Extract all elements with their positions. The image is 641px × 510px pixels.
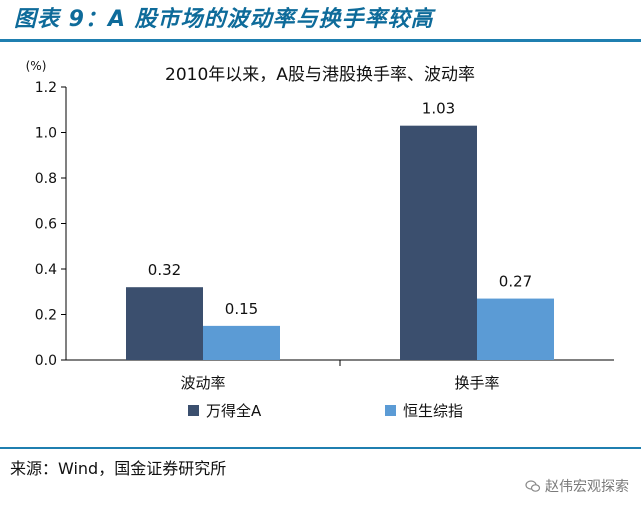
legend-label: 万得全A: [206, 402, 262, 420]
x-category-label: 换手率: [454, 374, 499, 392]
y-tick-label: 0.4: [35, 262, 57, 278]
y-tick-label: 0.2: [35, 308, 57, 324]
header-rule: [0, 39, 641, 42]
x-category-label: 波动率: [180, 374, 225, 392]
data-label: 0.27: [499, 273, 532, 291]
y-tick-label: 0.0: [35, 353, 57, 369]
y-tick-label: 0.8: [35, 171, 57, 187]
chart-area: 2010年以来，A股与港股换手率、波动率 (%) 0.0 0.2 0.4 0.6 0.8…: [0, 44, 641, 444]
legend-swatch: [385, 405, 396, 416]
wechat-icon: [525, 480, 541, 492]
watermark: 赵伟宏观探索: [525, 476, 629, 496]
bar: [203, 325, 280, 360]
data-label: 0.32: [148, 261, 181, 279]
legend-swatch: [188, 405, 199, 416]
bar: [477, 298, 554, 360]
figure-header: 图表 9：A 股市场的波动率与换手率较高: [0, 0, 641, 34]
bar: [400, 125, 477, 360]
source-note: 来源：Wind，国金证券研究所: [10, 459, 227, 478]
y-tick-label: 0.6: [35, 217, 57, 233]
data-label: 1.03: [422, 100, 455, 118]
y-tick-label: 1.2: [35, 80, 57, 96]
chart-title: 2010年以来，A股与港股换手率、波动率: [165, 65, 475, 85]
legend-label: 恒生综指: [403, 402, 463, 420]
bar-chart: 2010年以来，A股与港股换手率、波动率 (%) 0.0 0.2 0.4 0.6 0.8…: [26, 59, 614, 420]
watermark-text: 赵伟宏观探索: [545, 479, 629, 495]
data-label: 0.15: [225, 300, 258, 318]
y-tick-label: 1.0: [35, 126, 57, 142]
y-unit-label: (%): [26, 59, 47, 73]
figure-title: 图表 9：A 股市场的波动率与换手率较高: [14, 7, 434, 32]
footer-rule: [0, 447, 641, 449]
bar: [126, 287, 203, 360]
